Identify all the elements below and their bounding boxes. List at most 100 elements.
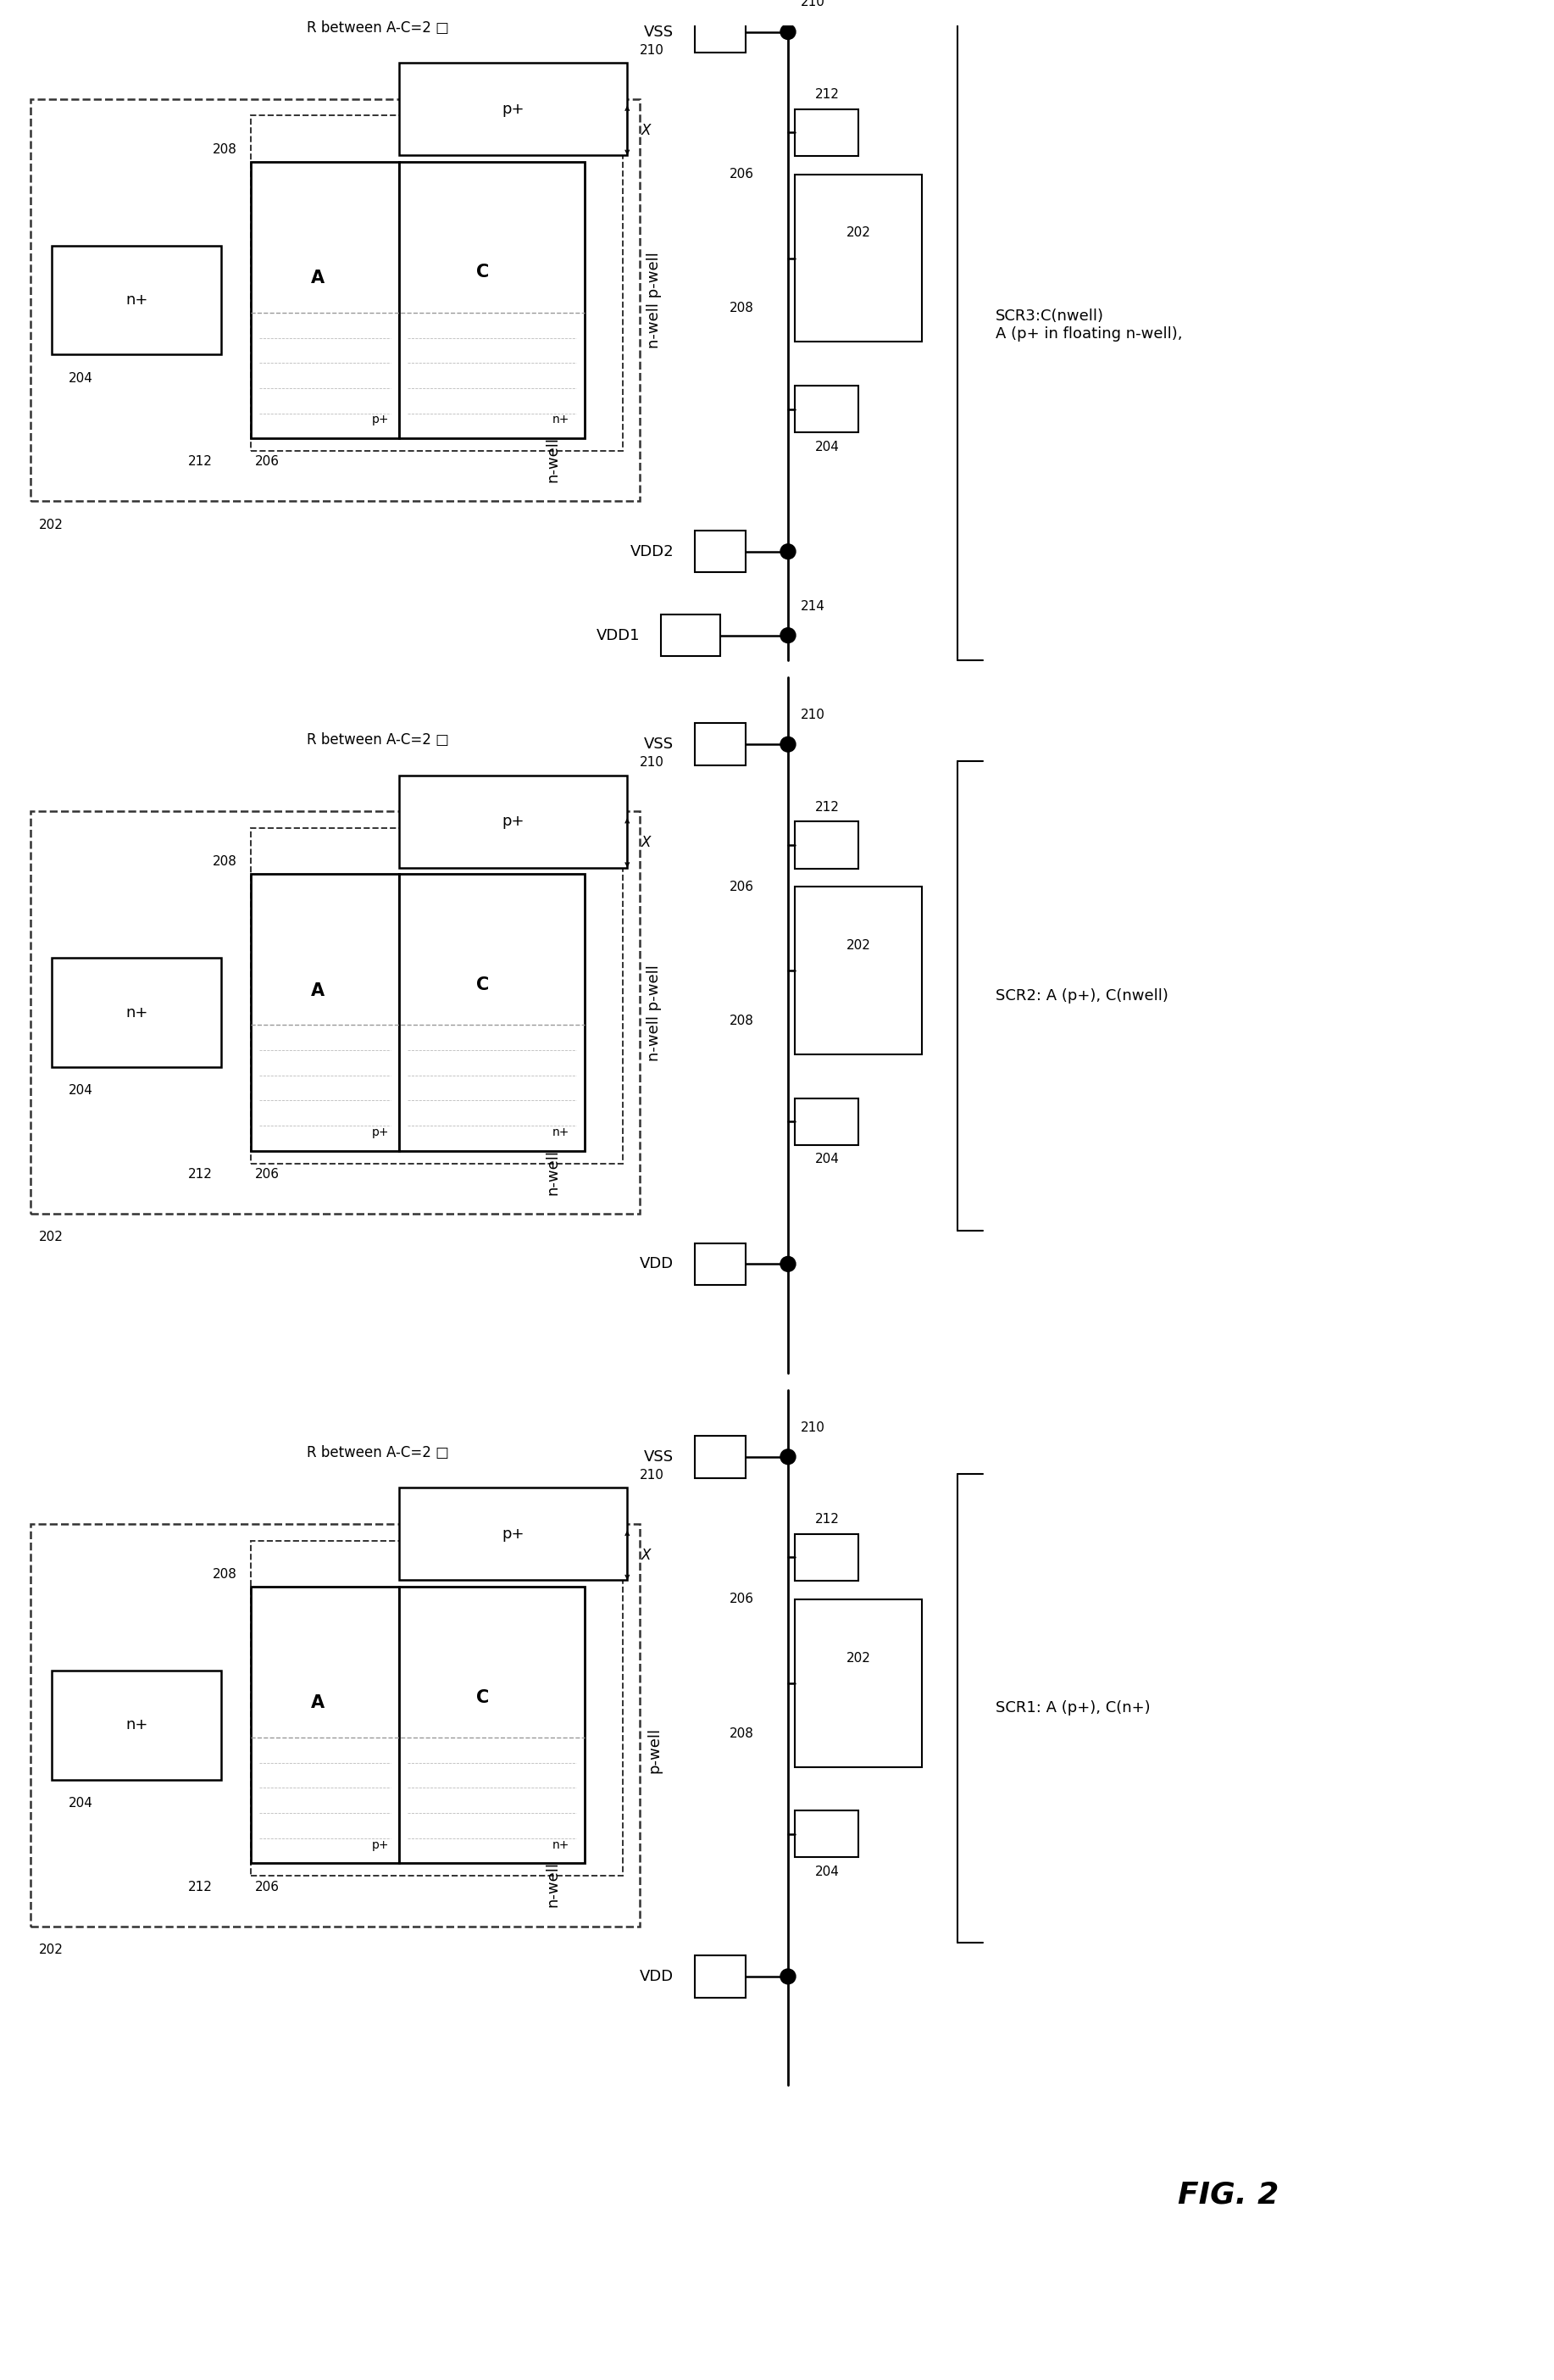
Bar bbox=[31, 812, 640, 1214]
Circle shape bbox=[780, 1968, 796, 1985]
Text: 210: 210 bbox=[800, 709, 825, 721]
Bar bbox=[695, 531, 746, 574]
Bar bbox=[31, 100, 640, 502]
Text: 212: 212 bbox=[188, 1880, 213, 1892]
Bar bbox=[794, 821, 858, 869]
Text: p+: p+ bbox=[502, 102, 524, 117]
Text: 202: 202 bbox=[39, 519, 64, 531]
Text: 206: 206 bbox=[729, 169, 754, 181]
Text: p-well: p-well bbox=[646, 1728, 662, 1773]
Text: n+: n+ bbox=[553, 1126, 570, 1138]
Bar bbox=[695, 12, 746, 52]
Bar bbox=[51, 245, 221, 355]
Circle shape bbox=[780, 1449, 796, 1464]
Text: A: A bbox=[311, 1695, 325, 1711]
Text: n+: n+ bbox=[553, 1840, 570, 1852]
Text: VSS: VSS bbox=[643, 1449, 674, 1464]
Text: C: C bbox=[476, 976, 490, 992]
Text: 214: 214 bbox=[800, 600, 825, 612]
Text: p+: p+ bbox=[502, 814, 524, 828]
Bar bbox=[399, 62, 628, 155]
Bar bbox=[695, 724, 746, 766]
Text: 210: 210 bbox=[800, 1421, 825, 1433]
Text: VSS: VSS bbox=[643, 24, 674, 40]
Text: p+: p+ bbox=[371, 1126, 388, 1138]
Text: C: C bbox=[476, 264, 490, 281]
Text: 208: 208 bbox=[729, 1728, 754, 1740]
Text: n+: n+ bbox=[126, 1004, 148, 1021]
Text: C: C bbox=[476, 1690, 490, 1706]
Text: 206: 206 bbox=[255, 1169, 280, 1180]
Text: VDD: VDD bbox=[640, 1968, 674, 1985]
Bar bbox=[399, 873, 584, 1152]
Text: 206: 206 bbox=[729, 1592, 754, 1607]
Text: 212: 212 bbox=[188, 1169, 213, 1180]
Bar bbox=[794, 1097, 858, 1145]
Text: 208: 208 bbox=[729, 1014, 754, 1028]
Circle shape bbox=[780, 24, 796, 40]
Text: 212: 212 bbox=[814, 800, 839, 814]
Text: n-well: n-well bbox=[545, 436, 561, 483]
Text: VDD: VDD bbox=[640, 1257, 674, 1271]
Bar bbox=[660, 614, 721, 657]
Bar bbox=[695, 1956, 746, 1997]
Text: 206: 206 bbox=[255, 455, 280, 469]
Bar bbox=[250, 873, 399, 1152]
Bar bbox=[794, 1535, 858, 1580]
Bar bbox=[695, 1242, 746, 1285]
Text: 202: 202 bbox=[845, 226, 870, 240]
Text: X: X bbox=[642, 1547, 651, 1564]
Bar bbox=[51, 959, 221, 1066]
Text: SCR1: A (p+), C(n+): SCR1: A (p+), C(n+) bbox=[995, 1702, 1150, 1716]
Circle shape bbox=[780, 1257, 796, 1271]
Text: 204: 204 bbox=[814, 1866, 839, 1878]
Text: 204: 204 bbox=[68, 1085, 93, 1097]
Text: 212: 212 bbox=[188, 455, 213, 469]
Bar bbox=[794, 109, 858, 157]
Text: R between A-C=2 □: R between A-C=2 □ bbox=[306, 19, 449, 36]
Text: A: A bbox=[311, 269, 325, 286]
Bar bbox=[794, 1599, 922, 1766]
Text: 208: 208 bbox=[213, 143, 238, 155]
Text: FIG. 2: FIG. 2 bbox=[1178, 2180, 1279, 2209]
Text: 208: 208 bbox=[213, 1568, 238, 1580]
Bar bbox=[399, 1587, 584, 1864]
Circle shape bbox=[780, 545, 796, 559]
Text: 210: 210 bbox=[640, 1468, 665, 1483]
Bar bbox=[31, 1523, 640, 1925]
Text: R between A-C=2 □: R between A-C=2 □ bbox=[306, 733, 449, 747]
Text: A: A bbox=[311, 983, 325, 1000]
Bar bbox=[794, 888, 922, 1054]
Text: 210: 210 bbox=[640, 757, 665, 769]
Text: VDD2: VDD2 bbox=[629, 545, 674, 559]
Text: SCR3:C(nwell)
A (p+ in floating n-well),: SCR3:C(nwell) A (p+ in floating n-well), bbox=[995, 309, 1183, 343]
Text: p+: p+ bbox=[371, 1840, 388, 1852]
Text: n-well p-well: n-well p-well bbox=[646, 252, 662, 347]
Text: 212: 212 bbox=[814, 1514, 839, 1526]
Text: n-well: n-well bbox=[545, 1861, 561, 1906]
Bar bbox=[794, 174, 922, 343]
Text: 206: 206 bbox=[729, 881, 754, 892]
Text: n-well: n-well bbox=[545, 1150, 561, 1195]
Text: n+: n+ bbox=[553, 414, 570, 426]
Text: 210: 210 bbox=[800, 0, 825, 10]
Text: p+: p+ bbox=[502, 1526, 524, 1542]
Bar bbox=[794, 386, 858, 433]
Text: 210: 210 bbox=[640, 43, 665, 57]
Bar bbox=[250, 162, 399, 438]
Circle shape bbox=[780, 628, 796, 643]
Text: VDD1: VDD1 bbox=[597, 628, 640, 643]
Bar bbox=[250, 1587, 399, 1864]
Text: 206: 206 bbox=[255, 1880, 280, 1892]
Text: 204: 204 bbox=[68, 1797, 93, 1809]
Text: SCR2: A (p+), C(nwell): SCR2: A (p+), C(nwell) bbox=[995, 988, 1169, 1004]
Text: 204: 204 bbox=[814, 1152, 839, 1166]
Text: 208: 208 bbox=[213, 854, 238, 869]
Text: 212: 212 bbox=[814, 88, 839, 100]
Bar bbox=[399, 162, 584, 438]
Text: n+: n+ bbox=[126, 1718, 148, 1733]
Bar bbox=[794, 1811, 858, 1856]
Bar bbox=[250, 828, 623, 1164]
Text: n-well p-well: n-well p-well bbox=[646, 964, 662, 1061]
Text: 204: 204 bbox=[814, 440, 839, 452]
